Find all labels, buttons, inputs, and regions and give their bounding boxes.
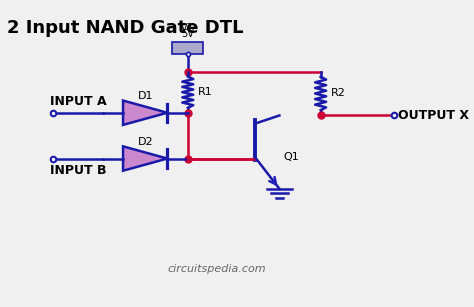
Text: circuitspedia.com: circuitspedia.com (168, 264, 266, 274)
Text: 5V: 5V (182, 29, 194, 40)
Text: 2 Input NAND Gate DTL: 2 Input NAND Gate DTL (7, 19, 244, 37)
Text: INPUT A: INPUT A (50, 95, 107, 108)
Text: D1: D1 (137, 91, 153, 101)
Polygon shape (123, 101, 167, 125)
Text: Q1: Q1 (283, 152, 299, 162)
Text: R2: R2 (331, 88, 346, 99)
Polygon shape (123, 146, 167, 171)
Text: V1: V1 (182, 23, 194, 33)
Bar (172, 42, 203, 54)
Text: INPUT B: INPUT B (50, 164, 107, 177)
Text: D2: D2 (137, 137, 153, 147)
Text: R1: R1 (198, 87, 213, 97)
Text: OUTPUT X: OUTPUT X (399, 109, 469, 122)
